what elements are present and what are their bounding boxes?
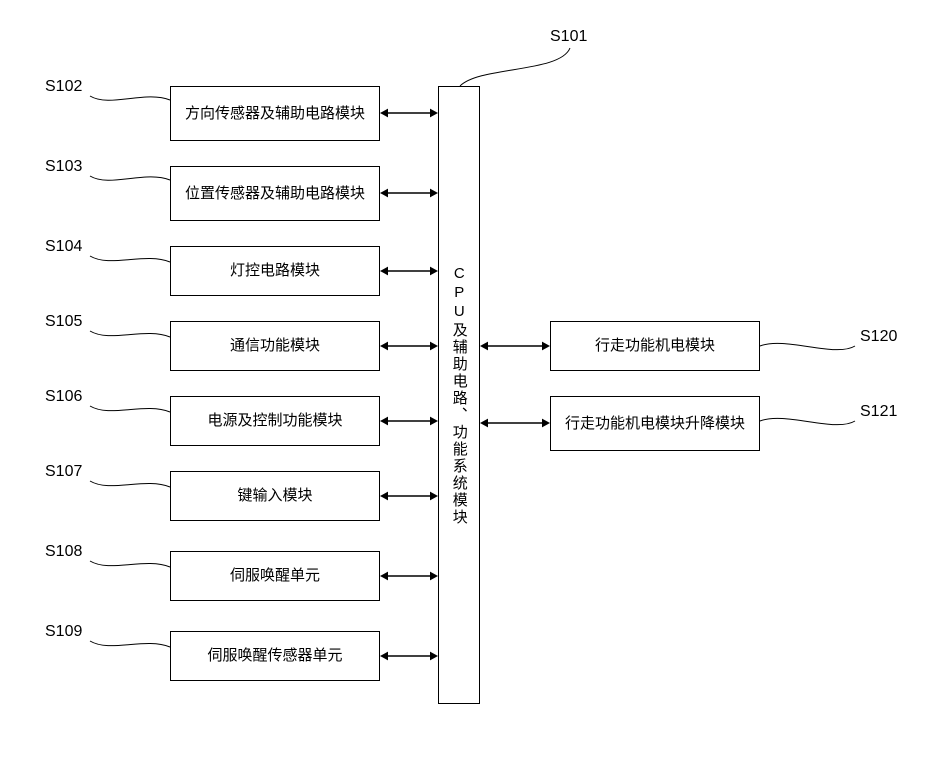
node-S120: 行走功能机电模块 <box>550 321 760 371</box>
label-S107: S107 <box>45 463 82 481</box>
label-S121: S121 <box>860 403 897 421</box>
node-text-S109: 伺服唤醒传感器单元 <box>201 644 348 668</box>
label-S108: S108 <box>45 543 82 561</box>
node-text-S102: 方向传感器及辅助电路模块 <box>179 102 371 126</box>
node-text-S101: CPU及辅助电路、功能系统模块 <box>443 263 475 528</box>
node-text-S104: 灯控电路模块 <box>224 259 326 283</box>
label-S104: S104 <box>45 238 82 256</box>
node-S107: 键输入模块 <box>170 471 380 521</box>
label-S120: S120 <box>860 328 897 346</box>
node-S105: 通信功能模块 <box>170 321 380 371</box>
node-text-S106: 电源及控制功能模块 <box>201 409 348 433</box>
node-S103: 位置传感器及辅助电路模块 <box>170 166 380 221</box>
node-text-S121: 行走功能机电模块升降模块 <box>559 412 751 436</box>
label-S103: S103 <box>45 158 82 176</box>
node-S104: 灯控电路模块 <box>170 246 380 296</box>
label-S105: S105 <box>45 313 82 331</box>
diagram-canvas: CPU及辅助电路、功能系统模块 方向传感器及辅助电路模块位置传感器及辅助电路模块灯… <box>0 0 950 758</box>
label-S106: S106 <box>45 388 82 406</box>
node-S101: CPU及辅助电路、功能系统模块 <box>438 86 480 704</box>
label-S101: S101 <box>550 28 587 46</box>
node-text-S105: 通信功能模块 <box>224 334 326 358</box>
node-text-S108: 伺服唤醒单元 <box>224 564 326 588</box>
label-S102: S102 <box>45 78 82 96</box>
node-text-S120: 行走功能机电模块 <box>589 334 721 358</box>
node-S102: 方向传感器及辅助电路模块 <box>170 86 380 141</box>
node-S106: 电源及控制功能模块 <box>170 396 380 446</box>
node-S109: 伺服唤醒传感器单元 <box>170 631 380 681</box>
label-S109: S109 <box>45 623 82 641</box>
node-text-S103: 位置传感器及辅助电路模块 <box>179 182 371 206</box>
node-S121: 行走功能机电模块升降模块 <box>550 396 760 451</box>
node-text-S107: 键输入模块 <box>231 484 318 508</box>
node-S108: 伺服唤醒单元 <box>170 551 380 601</box>
